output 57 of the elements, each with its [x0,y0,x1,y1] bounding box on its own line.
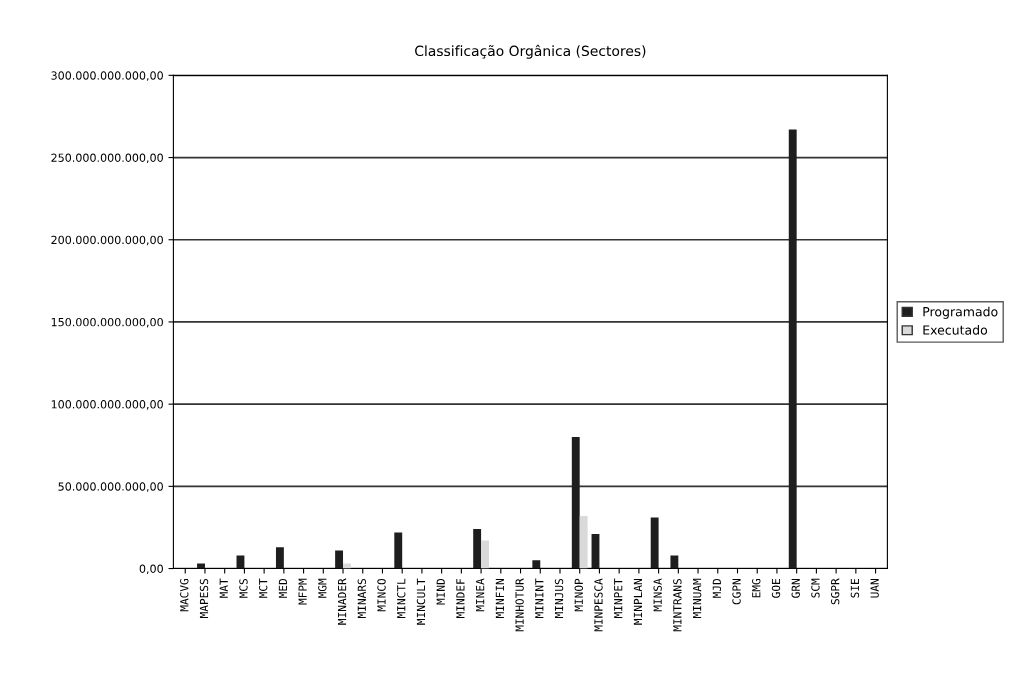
x-tick-label: SIE [850,578,860,598]
x-tick-label: MINCTL [397,578,406,618]
x-tick-label: SGPR [830,578,840,605]
x-tick-label: UAN [870,579,879,598]
y-tick-label: 0,00 [139,564,163,575]
x-tick-label: MINEA [476,578,485,612]
chart-title: Classificação Orgânica (Sectores) [415,44,646,59]
x-tick-label: MAPESS [199,579,209,618]
bar [650,517,659,569]
bar [473,529,482,569]
y-tick-label: 200.000.000.000,00 [51,235,163,246]
x-tick-label: GRN [791,579,800,598]
x-tick-label: MININT [535,578,544,618]
bar [394,532,403,569]
x-tick-label: MINSA [653,578,662,612]
x-tick-label: MINDEF [456,578,465,618]
bar [532,560,541,569]
x-tick-label: MINTRANS [673,579,682,632]
x-tick-label: MFPM [298,578,307,605]
y-tick-label: 300.000.000.000,00 [51,71,163,81]
bar [335,550,344,569]
bar [571,437,580,569]
x-tick-label: CGPN [732,579,741,605]
y-tick-label: 150.000.000.000,00 [51,317,163,328]
y-tick-label: 250.000.000.000,00 [51,153,163,164]
x-tick-label: MINPET [614,578,623,618]
x-tick-label: MINFIN [495,579,504,618]
y-tick-label: 100.000.000.000,00 [51,400,163,410]
x-tick-label: MINPESCA [594,578,603,632]
x-tick-label: MINPLAN [633,579,642,625]
x-tick-label: MINCULT [416,578,426,625]
x-tick-label: MINARS [357,579,366,618]
legend-label: Programado [923,306,998,319]
bar [481,540,489,569]
x-tick-label: MCT [258,578,268,598]
x-tick-label: MED [278,578,287,598]
x-tick-label: MINADER [338,578,347,625]
x-tick-label: EMG [752,578,761,598]
y-tick-label: 50.000.000.000,00 [58,482,163,492]
legend-label: Executado [923,325,988,335]
bar [275,547,284,569]
x-tick-label: GOE [771,578,781,598]
x-tick-label: MINHOTUR [515,578,524,632]
x-tick-label: MGM [318,578,327,598]
x-tick-label: MINOP [574,578,583,612]
x-tick-label: MJD [712,578,722,598]
x-tick-label: MACVG [180,578,189,612]
x-tick-label: MINUAM [693,578,702,618]
x-tick-label: MINCO [377,578,386,612]
bar [670,555,679,569]
bar [788,129,797,569]
x-tick-label: MINJUS [554,579,564,618]
bar [579,515,588,569]
x-tick-label: MAT [219,578,228,598]
x-tick-label: SCM [811,578,820,598]
x-tick-label: MIND [436,578,445,605]
x-tick-label: MCS [239,579,248,598]
